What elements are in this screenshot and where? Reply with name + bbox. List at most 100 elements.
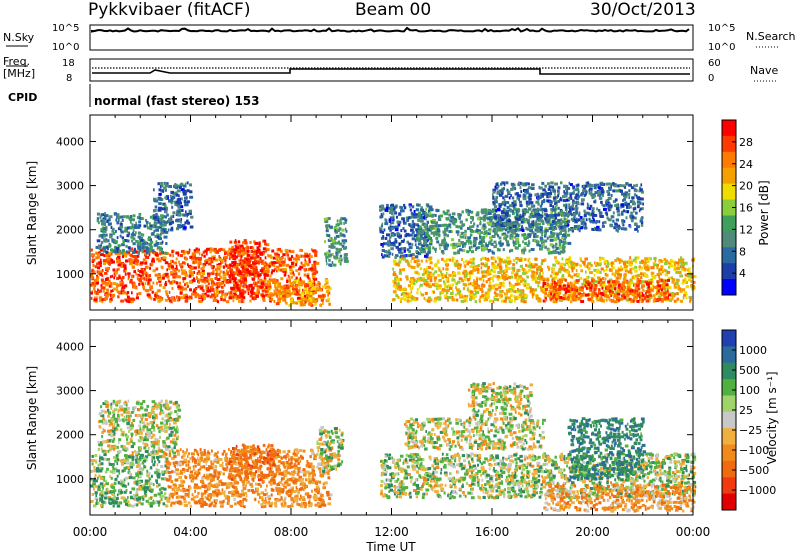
power-cell bbox=[286, 253, 290, 257]
power-cell bbox=[573, 280, 576, 284]
power-cell bbox=[342, 217, 346, 221]
power-cell bbox=[230, 255, 233, 259]
power-cell bbox=[135, 272, 137, 276]
power-cell bbox=[463, 277, 467, 281]
power-cell bbox=[425, 269, 428, 273]
power-cell bbox=[178, 260, 180, 264]
power-cell bbox=[515, 289, 520, 293]
power-cell bbox=[167, 279, 170, 283]
power-cell bbox=[399, 269, 402, 272]
power-cell bbox=[531, 295, 534, 299]
power-cell bbox=[116, 288, 119, 292]
power-cell bbox=[379, 208, 383, 212]
power-cell bbox=[577, 195, 580, 199]
power-cell bbox=[501, 274, 505, 277]
power-cell bbox=[202, 263, 207, 267]
power-cell bbox=[434, 297, 438, 301]
power-cell bbox=[235, 250, 239, 254]
power-cell bbox=[653, 256, 657, 260]
power-cell bbox=[535, 240, 538, 244]
power-cell bbox=[154, 217, 158, 221]
power-cell bbox=[339, 262, 342, 266]
power-cell bbox=[167, 228, 170, 232]
power-cell bbox=[543, 234, 547, 238]
power-cell bbox=[442, 267, 445, 271]
power-cell bbox=[451, 230, 453, 234]
power-cell bbox=[498, 265, 503, 269]
power-cell bbox=[598, 258, 602, 262]
power-cell bbox=[282, 297, 287, 301]
power-cell bbox=[278, 263, 282, 267]
power-cell bbox=[435, 282, 439, 286]
power-cell bbox=[243, 277, 247, 281]
power-cell bbox=[479, 240, 482, 244]
power-cell bbox=[605, 201, 608, 205]
power-cell bbox=[520, 292, 523, 296]
power-cell bbox=[520, 190, 523, 194]
power-cell bbox=[474, 286, 478, 290]
power-cell bbox=[95, 251, 99, 255]
power-cell bbox=[683, 280, 687, 284]
power-cell bbox=[424, 217, 427, 221]
power-cell bbox=[180, 265, 184, 269]
power-cell bbox=[488, 281, 492, 285]
power-cell bbox=[589, 184, 594, 188]
power-cell bbox=[621, 219, 624, 223]
power-cell bbox=[244, 271, 248, 275]
power-cell bbox=[498, 241, 502, 245]
power-cell bbox=[185, 210, 187, 214]
power-cell bbox=[380, 224, 383, 228]
power-cell bbox=[451, 283, 454, 287]
power-cell bbox=[555, 247, 559, 251]
power-cell bbox=[91, 260, 95, 264]
power-cell bbox=[578, 295, 581, 299]
power-cell bbox=[116, 260, 120, 264]
power-cell bbox=[113, 250, 117, 254]
power-cell bbox=[407, 216, 411, 220]
power-cell bbox=[263, 294, 265, 298]
power-cell bbox=[597, 294, 600, 298]
power-cell bbox=[96, 253, 100, 257]
power-cell bbox=[632, 274, 636, 278]
power-cell bbox=[582, 189, 586, 193]
power-cell bbox=[398, 260, 402, 264]
power-cell bbox=[180, 286, 182, 289]
power-cell bbox=[386, 233, 390, 237]
power-cell bbox=[490, 277, 494, 280]
power-cell bbox=[248, 272, 252, 276]
power-cell bbox=[159, 283, 162, 287]
power-cell bbox=[141, 270, 144, 274]
power-cell bbox=[437, 218, 442, 222]
power-cell bbox=[428, 256, 433, 260]
power-cell bbox=[126, 291, 130, 294]
power-cell bbox=[589, 271, 593, 275]
power-cell bbox=[424, 232, 429, 236]
power-cell bbox=[451, 256, 455, 260]
power-cell bbox=[492, 188, 497, 192]
power-cell bbox=[282, 269, 287, 273]
power-cell bbox=[480, 287, 483, 291]
power-cell bbox=[133, 233, 136, 237]
power-cell bbox=[336, 252, 339, 256]
power-cell bbox=[151, 290, 154, 294]
power-cell bbox=[581, 198, 585, 202]
power-cell bbox=[188, 209, 192, 213]
power-cell bbox=[223, 255, 226, 259]
power-cell bbox=[118, 274, 121, 278]
power-cell bbox=[443, 282, 447, 286]
power-cell bbox=[460, 299, 465, 303]
power-cell bbox=[386, 203, 389, 207]
power-cell bbox=[206, 279, 209, 283]
power-cell bbox=[568, 197, 571, 201]
power-cell bbox=[612, 219, 615, 223]
power-cell bbox=[437, 266, 441, 270]
power-cell bbox=[137, 277, 142, 281]
power-cell bbox=[492, 274, 497, 278]
power-cell bbox=[240, 255, 243, 259]
power-cell bbox=[662, 287, 666, 291]
power-cell bbox=[683, 291, 687, 295]
power-cell bbox=[120, 277, 123, 281]
power-cell bbox=[96, 291, 99, 294]
power-cell bbox=[498, 226, 502, 230]
power-cell bbox=[540, 262, 544, 266]
